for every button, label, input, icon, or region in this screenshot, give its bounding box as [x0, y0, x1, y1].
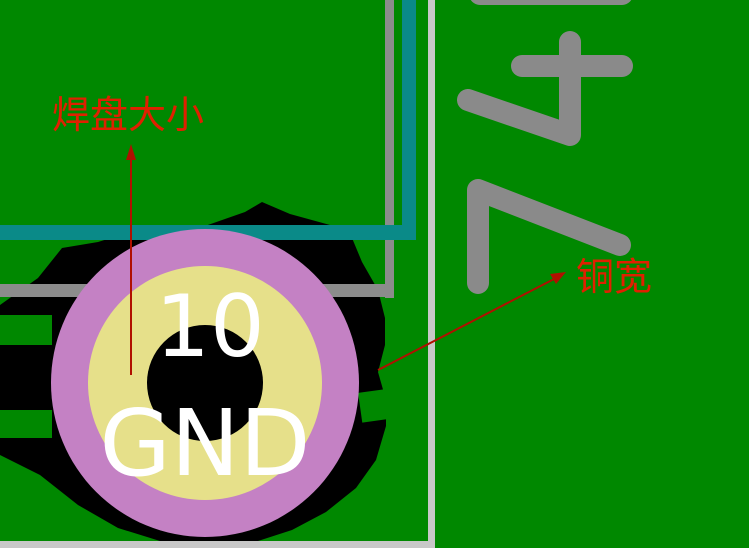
courtyard-outline-vertical[interactable]	[385, 0, 394, 298]
through-hole-pad[interactable]: 10 GND	[51, 229, 359, 537]
copper-trace-vertical[interactable]	[402, 0, 416, 240]
board-outline-bottom[interactable]	[0, 541, 435, 548]
copper-width-label: 铜宽	[576, 255, 652, 299]
pad-size-label: 焊盘大小	[52, 93, 204, 137]
pad-size-arrowhead	[126, 144, 136, 160]
copper-width-annotation: 铜宽	[377, 255, 652, 371]
board-outline-vertical[interactable]	[428, 0, 435, 548]
copper-width-arrow-line	[377, 277, 557, 371]
drill-hole	[147, 325, 263, 441]
pad-number: 10	[155, 277, 264, 377]
copper-width-arrowhead	[550, 272, 566, 284]
silkscreen-designator[interactable]	[457, 0, 633, 294]
pad-net-name: GND	[100, 390, 311, 497]
pad-size-annotation: 焊盘大小	[52, 93, 204, 375]
